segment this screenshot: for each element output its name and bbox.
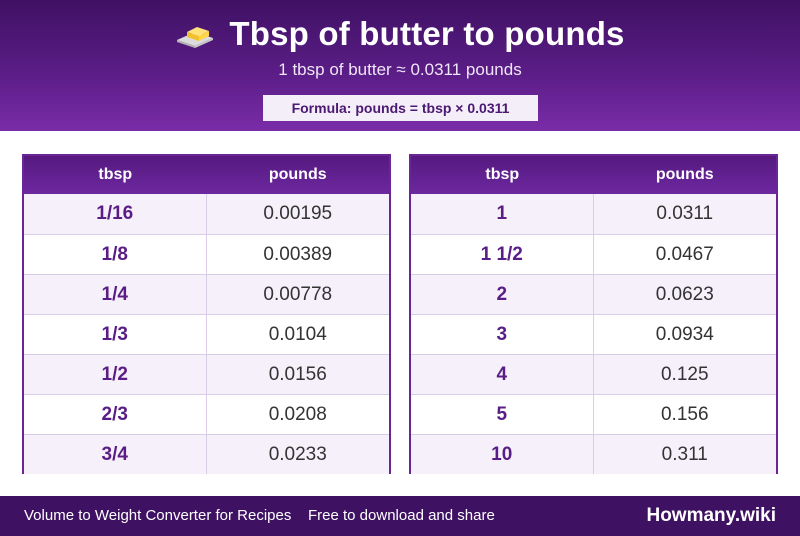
tbsp-cell: 5: [411, 395, 594, 434]
pounds-cell: 0.156: [660, 404, 709, 425]
header: Tbsp of butter to pounds 1 tbsp of butte…: [0, 0, 800, 131]
pounds-cell: 0.00389: [263, 244, 333, 265]
pounds-cell: 0.125: [660, 364, 709, 385]
tbsp-cell: 2/3: [24, 395, 207, 434]
column-header-pounds: pounds: [268, 166, 327, 183]
table-header: tbsp pounds: [411, 156, 776, 194]
table-row: 1/2 0.0156: [24, 354, 389, 394]
footer-note: Free to download and share: [308, 507, 495, 524]
table-row: 1/8 0.00389: [24, 234, 389, 274]
table-row: 3 0.0934: [411, 314, 776, 354]
pounds-cell: 0.0156: [268, 364, 327, 385]
tbsp-cell: 3: [411, 315, 594, 354]
column-header-tbsp: tbsp: [98, 166, 133, 183]
formula-badge: Formula: pounds = tbsp × 0.0311: [263, 95, 538, 121]
pounds-cell: 0.311: [661, 444, 708, 465]
table-row: 1 0.0311: [411, 194, 776, 234]
tbsp-cell: 1/16: [24, 194, 207, 234]
pounds-cell: 0.0623: [655, 284, 714, 305]
pounds-cell: 0.00778: [263, 284, 333, 305]
tbsp-cell: 10: [411, 435, 594, 474]
table-row: 2 0.0623: [411, 274, 776, 314]
pounds-cell: 0.00195: [263, 203, 333, 224]
tbsp-cell: 1/4: [24, 275, 207, 314]
title-row: Tbsp of butter to pounds: [0, 14, 800, 54]
tbsp-cell: 3/4: [24, 435, 207, 474]
conversion-summary: 1 tbsp of butter ≈ 0.0311 pounds: [278, 60, 522, 79]
tbsp-cell: 1: [411, 194, 594, 234]
tbsp-cell: 1/3: [24, 315, 207, 354]
conversion-table-left: tbsp pounds 1/16 0.00195 1/8 0.00389 1/4 0.…: [22, 154, 391, 474]
pounds-cell: 0.0467: [655, 244, 714, 265]
tbsp-cell: 4: [411, 355, 594, 394]
table-row: 1 1/2 0.0467: [411, 234, 776, 274]
column-header-pounds: pounds: [655, 166, 714, 183]
tbsp-cell: 2: [411, 275, 594, 314]
pounds-cell: 0.0233: [268, 444, 327, 465]
table-row: 10 0.311: [411, 434, 776, 474]
page-title: Tbsp of butter to pounds: [229, 15, 625, 52]
table-row: 1/3 0.0104: [24, 314, 389, 354]
tbsp-cell: 1/2: [24, 355, 207, 394]
conversion-table-right: tbsp pounds 1 0.0311 1 1/2 0.0467 2 0.0623 …: [409, 154, 778, 474]
table-row: 1/4 0.00778: [24, 274, 389, 314]
pounds-cell: 0.0311: [656, 203, 714, 224]
footer-tagline: Volume to Weight Converter for Recipes: [24, 507, 292, 524]
tbsp-cell: 1/8: [24, 235, 207, 274]
column-header-tbsp: tbsp: [485, 166, 520, 183]
table-row: 2/3 0.0208: [24, 394, 389, 434]
tbsp-cell: 1 1/2: [411, 235, 594, 274]
table-row: 1/16 0.00195: [24, 194, 389, 234]
table-row: 3/4 0.0233: [24, 434, 389, 474]
footer: Volume to Weight Converter for Recipes F…: [0, 496, 800, 536]
brand-logo[interactable]: Howmany.wiki: [646, 505, 776, 526]
butter-icon: [177, 27, 214, 48]
pounds-cell: 0.0208: [268, 404, 327, 425]
pounds-cell: 0.0104: [268, 324, 327, 345]
table-header: tbsp pounds: [24, 156, 389, 194]
table-row: 4 0.125: [411, 354, 776, 394]
table-row: 5 0.156: [411, 394, 776, 434]
pounds-cell: 0.0934: [655, 324, 714, 345]
